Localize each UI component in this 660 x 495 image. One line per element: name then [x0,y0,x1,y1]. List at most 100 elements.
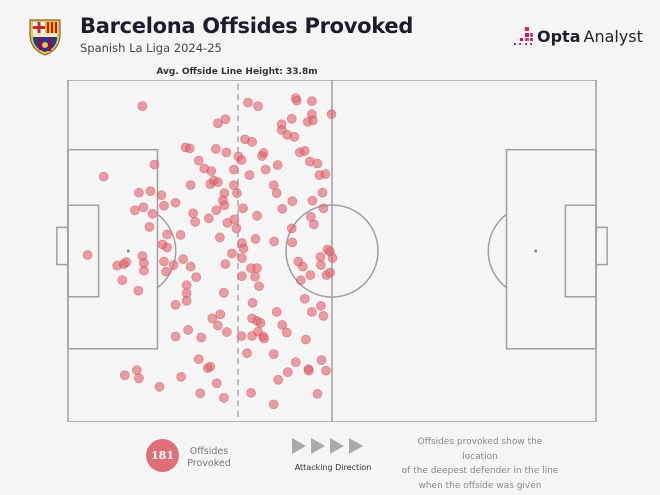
offside-point [250,271,260,282]
offside-point [168,260,179,270]
offside-point [159,200,169,211]
offside-point [320,169,331,179]
offside-point [252,263,262,274]
offside-point [287,196,298,207]
right-penalty-spot [534,249,538,253]
offside-point [268,399,279,410]
arrow-right-icon [349,438,363,454]
offside-point [154,381,165,392]
offside-point [250,234,261,244]
offside-point [243,97,253,108]
offside-point [133,373,144,384]
offside-point [205,361,216,372]
offside-point [144,221,155,232]
offside-point [145,186,156,197]
offside-point [218,392,229,403]
offside-point [237,253,247,263]
offside-point [138,202,149,213]
offside-point [220,114,231,125]
offside-point [316,260,326,270]
offside-point [175,230,186,240]
offsides-count-label: Offsides Provoked [184,446,234,470]
offside-point [176,371,187,382]
offside-point [170,299,181,310]
offside-point [227,248,237,259]
offside-point [210,143,221,154]
offside-point [214,232,225,243]
chart-subtitle: Spanish La Liga 2024-25 [80,41,222,55]
offside-point [289,131,300,142]
offside-point [133,187,144,198]
offside-point [82,250,93,260]
offside-point [321,365,331,376]
offside-point [185,180,196,191]
offside-point [325,267,335,278]
brand-opta: Opta [537,26,581,46]
offside-point [312,158,323,169]
offside-point [268,349,279,360]
count-label-line-1: Offsides [189,446,229,457]
offside-point [316,300,326,311]
count-label-line-2: Provoked [187,458,231,469]
offside-point [137,101,148,112]
offside-point [277,320,288,330]
attacking-direction-arrows [292,438,363,454]
offside-points [82,93,338,410]
offside-point [317,187,328,198]
offside-point [305,270,316,281]
offside-point [185,261,196,272]
offside-point [307,195,318,206]
offside-point [242,348,252,359]
offside-point [287,237,298,248]
offside-point [117,275,128,286]
offside-point [138,265,149,276]
offside-point [221,327,232,337]
offside-point [236,155,247,165]
offside-point [178,254,189,264]
note-line-2: of the deepest defender in the line [401,466,559,476]
offside-point [190,216,201,227]
left-penalty-spot [126,249,130,253]
offside-point [271,188,282,199]
offside-point [252,210,262,221]
offside-point [312,388,323,399]
offside-point [98,171,109,182]
pitch [56,80,608,422]
offside-point [191,272,202,283]
offside-point [246,387,256,398]
offside-point [195,388,206,399]
offside-point [281,327,292,338]
offside-point [295,275,306,286]
left-goal [56,226,69,266]
offside-point [149,159,160,170]
offside-point [282,367,293,378]
offside-point [286,223,297,234]
offside-point [218,287,229,298]
opta-bars-icon [514,27,533,45]
offside-point [286,113,297,124]
offside-point [162,229,172,240]
offside-point [147,208,158,219]
offside-point [327,253,338,263]
offside-point [297,261,308,272]
offside-point [273,374,284,385]
offside-point [315,252,326,262]
offside-point [170,197,181,208]
left-penalty-box [67,148,159,350]
left-penalty-arc [157,213,177,289]
note-line-3: when the offside was given [418,480,542,491]
explanation-note: Offsides provoked show the location of t… [400,435,560,493]
club-crest-logo [27,16,63,56]
offside-point [221,147,232,158]
offside-point [259,333,270,344]
offside-point [300,334,311,345]
offside-point [260,164,271,175]
offside-point [184,143,195,154]
offside-point [307,115,318,126]
offside-point [306,306,317,317]
offside-point [290,357,301,368]
offside-point [271,306,282,317]
offside-point [207,313,218,324]
offside-point [193,155,204,166]
offside-point [236,331,247,341]
